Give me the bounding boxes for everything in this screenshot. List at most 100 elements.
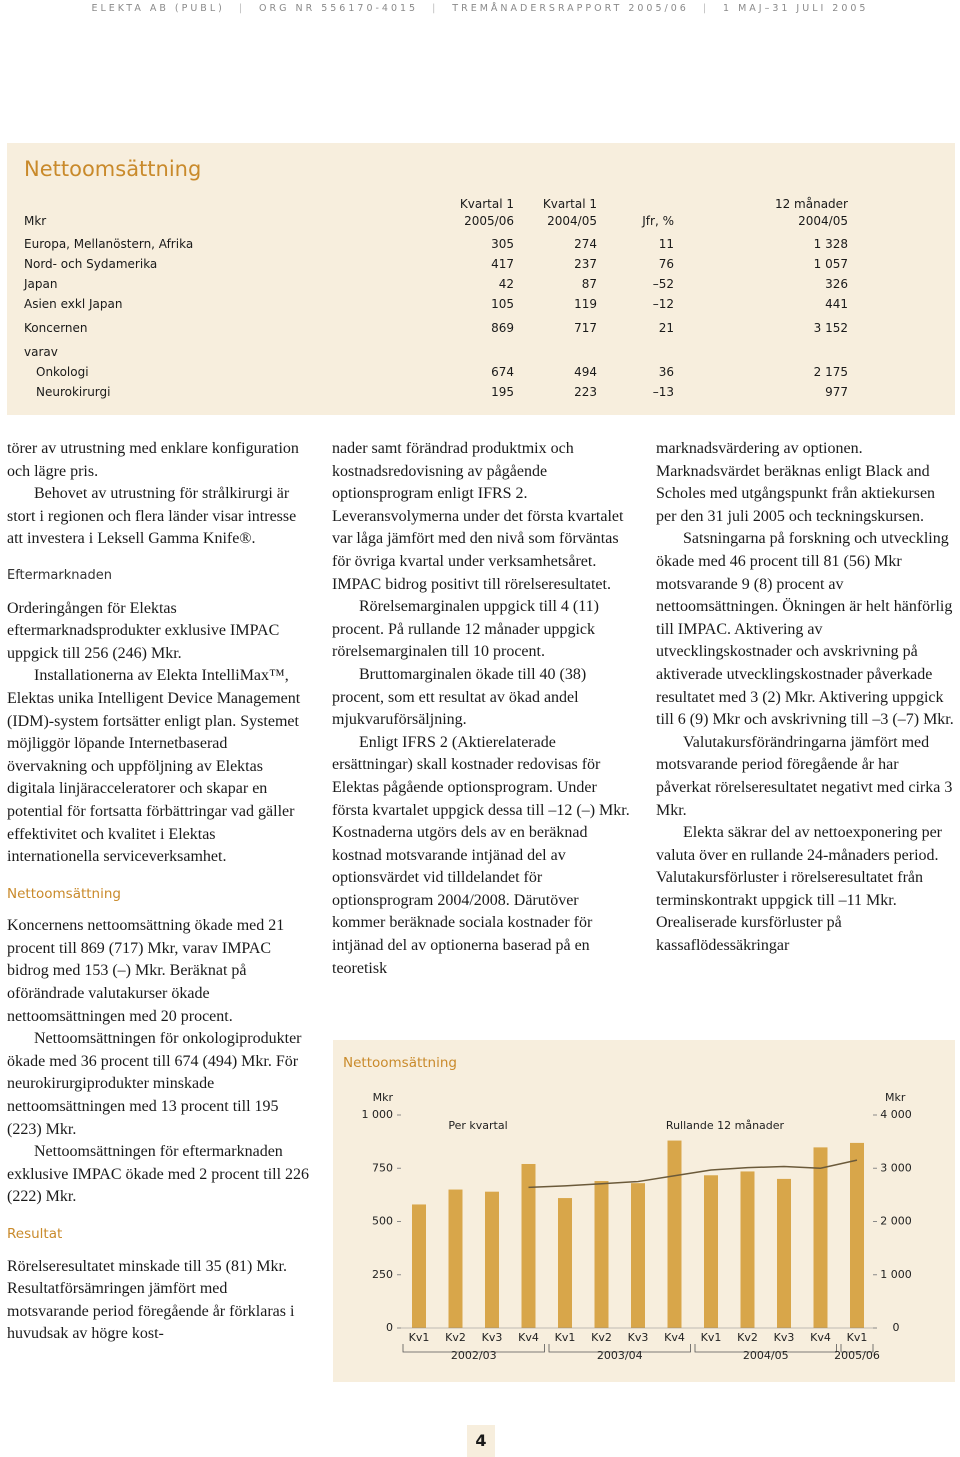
group-label: 2004/05: [743, 1349, 789, 1362]
x-tick-label: Kv1: [555, 1331, 576, 1344]
row-label: Asien exkl Japan: [24, 297, 123, 311]
header-item: ORG NR 556170-4015: [259, 3, 419, 14]
table-value: 869: [491, 321, 514, 335]
y2-tick-label: 0: [893, 1321, 900, 1334]
table-value: 36: [658, 365, 674, 379]
row-label: Europa, Mellanöstern, Afrika: [24, 237, 194, 251]
y2-axis-label: Mkr: [885, 1091, 906, 1104]
group-bracket: [402, 1344, 545, 1353]
bar: [667, 1140, 682, 1328]
table-value: 417: [491, 257, 514, 271]
paragraph: Valutakursförändringarna jämfört med mot…: [656, 733, 953, 819]
table-value: 305: [491, 237, 514, 251]
line: [528, 1159, 858, 1189]
row-label: Neurokirurgi: [36, 385, 111, 399]
paragraph: Behovet av utrustning för strålkirurgi ä…: [7, 485, 297, 548]
x-tick-label: Kv2: [737, 1331, 758, 1344]
table-value: –52: [652, 277, 674, 291]
table-value: 1 057: [813, 257, 848, 271]
y2-tick-label: 2 000: [880, 1215, 912, 1228]
y2-tick-label: 1 000: [880, 1268, 912, 1281]
table-value: 494: [574, 365, 597, 379]
y-tick-label: 1 000: [362, 1108, 394, 1121]
bar: [813, 1147, 828, 1328]
bar: [485, 1191, 499, 1328]
y2-tick-label: 3 000: [880, 1161, 912, 1174]
row-label: Japan: [24, 277, 58, 291]
column-header: 2005/06: [464, 214, 514, 228]
x-tick-label: Kv4: [664, 1331, 685, 1344]
paragraph: marknadsvärdering av optionen. Marknadsv…: [656, 440, 936, 525]
table-value: 42: [498, 277, 514, 291]
separator: |: [702, 3, 710, 14]
y2-tick-label: 4 000: [880, 1108, 912, 1121]
x-tick-label: Kv4: [810, 1331, 831, 1344]
table-value: 223: [574, 385, 597, 399]
column-header: Mkr: [24, 214, 47, 228]
paragraph: Elekta säkrar del av nettoexponering per…: [656, 824, 942, 955]
table-value: 441: [825, 297, 848, 311]
y-tick-label: 0: [386, 1321, 393, 1334]
table-value: 237: [574, 257, 597, 271]
bar: [740, 1171, 755, 1328]
bar: [850, 1142, 864, 1328]
x-tick-label: Kv3: [628, 1331, 649, 1344]
x-tick-label: Kv1: [701, 1331, 722, 1344]
heading: Nettoomsättning: [7, 885, 121, 902]
chart: Nettoomsättning Mkr Mkr 0 250 500 750 1 000 0 1 0…: [343, 1055, 912, 1362]
x-tick-label: Kv3: [774, 1331, 795, 1344]
table-title: Nettoomsättning: [24, 157, 202, 181]
paragraph: nader samt förändrad produktmix och kost…: [332, 440, 624, 593]
text-column: marknadsvärdering av optionen. Marknadsv…: [656, 438, 956, 958]
paragraph: Nettoomsättningen för eftermarknaden exk…: [7, 1143, 310, 1206]
paragraph: Enligt IFRS 2 (Aktierelaterade ersättnin…: [332, 733, 630, 977]
group-label: 2002/03: [451, 1349, 497, 1362]
y-tick-label: 500: [372, 1215, 393, 1228]
x-tick-label: Kv1: [847, 1331, 868, 1344]
chart-box: Nettoomsättning Mkr Mkr 0 250 500 750 1 000 0 1 0…: [333, 1040, 955, 1382]
header-item: TREMÅNADERSRAPPORT 2005/06: [452, 3, 689, 14]
series-label: Rullande 12 månader: [666, 1119, 785, 1132]
paragraph: Rörelsemarginalen uppgick till 4 (11) pr…: [332, 598, 599, 661]
bar: [448, 1189, 463, 1328]
table-value: –12: [652, 297, 674, 311]
table-value: 105: [491, 297, 514, 311]
paragraph: Koncernens nettoomsättning ökade med 21 …: [7, 917, 285, 1025]
page-number: 4: [467, 1425, 495, 1457]
column-header: Kvartal 1: [542, 197, 597, 211]
bar: [558, 1198, 572, 1328]
separator: |: [238, 3, 246, 14]
row-label: Nord- och Sydamerika: [24, 257, 158, 271]
bar: [594, 1181, 609, 1328]
header-item: 1 MAJ–31 JULI 2005: [723, 3, 869, 14]
paragraph: Rörelseresultatet minskade till 35 (81) …: [7, 1257, 295, 1343]
running-header: ELEKTA AB (PUBL) | ORG NR 556170-4015 | TREM…: [0, 3, 960, 14]
paragraph: Nettoomsättningen för onkologiprodukter …: [7, 1030, 302, 1138]
table-value: 2 175: [813, 365, 848, 379]
x-tick-label: Kv2: [591, 1331, 612, 1344]
row-label: Onkologi: [36, 365, 89, 379]
table-value: 1 328: [813, 237, 848, 251]
table-value: 21: [658, 321, 674, 335]
paragraph: Orderingången för Elektas eftermarknadsp…: [7, 599, 280, 662]
chart-title: Nettoomsättning: [343, 1055, 457, 1071]
text-column: törer av utrustning med enklare konfigur…: [7, 438, 310, 1346]
column-header: Kvartal 1: [459, 197, 514, 211]
bar: [631, 1183, 645, 1328]
column-header: 2004/05: [798, 214, 848, 228]
y-tick-label: 250: [372, 1268, 393, 1281]
x-tick-label: Kv4: [518, 1331, 539, 1344]
group-bracket: [548, 1344, 691, 1353]
bar: [412, 1204, 426, 1328]
column-header: 2004/05: [547, 214, 597, 228]
bar: [704, 1175, 718, 1328]
table-value: 674: [491, 365, 514, 379]
table-value: 195: [491, 385, 514, 399]
group-bracket: [694, 1344, 837, 1353]
table-value: 326: [825, 277, 848, 291]
table-value: –13: [652, 385, 674, 399]
table-value: 274: [574, 237, 597, 251]
text-column: nader samt förändrad produktmix och kost…: [332, 438, 635, 980]
header-item: ELEKTA AB (PUBL): [91, 3, 225, 14]
row-label: varav: [24, 345, 58, 359]
